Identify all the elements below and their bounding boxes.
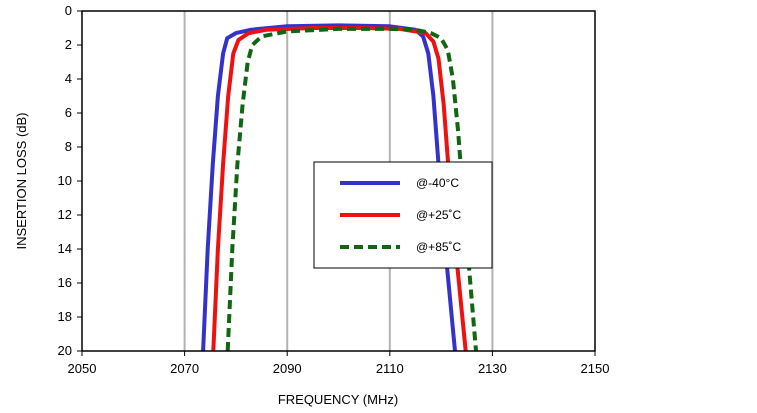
x-tick-label: 2090 bbox=[273, 361, 302, 376]
y-axis-ticks: 0 2 4 6 8 10 12 14 16 18 20 bbox=[58, 3, 82, 358]
y-tick-label: 4 bbox=[65, 71, 72, 86]
legend-label-3: @+85˚C bbox=[416, 240, 462, 254]
x-tick-label: 2050 bbox=[68, 361, 97, 376]
y-tick-label: 10 bbox=[58, 173, 72, 188]
x-tick-label: 2110 bbox=[376, 361, 404, 376]
y-tick-label: 12 bbox=[58, 207, 72, 222]
series-line-1 bbox=[201, 23, 457, 352]
x-axis-ticks: 2050 2070 2090 2110 2130 2150 bbox=[68, 351, 610, 376]
legend: @-40°C @+25˚C @+85˚C bbox=[313, 161, 493, 269]
y-tick-label: 20 bbox=[58, 343, 72, 358]
legend-label-2: @+25˚C bbox=[416, 208, 462, 222]
x-axis-title: FREQUENCY (MHz) bbox=[278, 392, 398, 407]
series-lines bbox=[201, 23, 478, 352]
y-tick-label: 8 bbox=[65, 139, 72, 154]
y-tick-label: 0 bbox=[65, 3, 72, 18]
x-tick-label: 2070 bbox=[170, 361, 199, 376]
y-tick-label: 18 bbox=[58, 309, 72, 324]
x-tick-label: 2150 bbox=[581, 361, 610, 376]
y-tick-label: 14 bbox=[58, 241, 72, 256]
y-tick-label: 2 bbox=[65, 37, 72, 52]
y-tick-label: 6 bbox=[65, 105, 72, 120]
legend-label-1: @-40°C bbox=[416, 176, 459, 190]
y-tick-label: 16 bbox=[58, 275, 72, 290]
x-tick-label: 2130 bbox=[478, 361, 507, 376]
series-line-3 bbox=[225, 26, 478, 352]
y-axis-title: INSERTION LOSS (dB) bbox=[14, 112, 29, 249]
